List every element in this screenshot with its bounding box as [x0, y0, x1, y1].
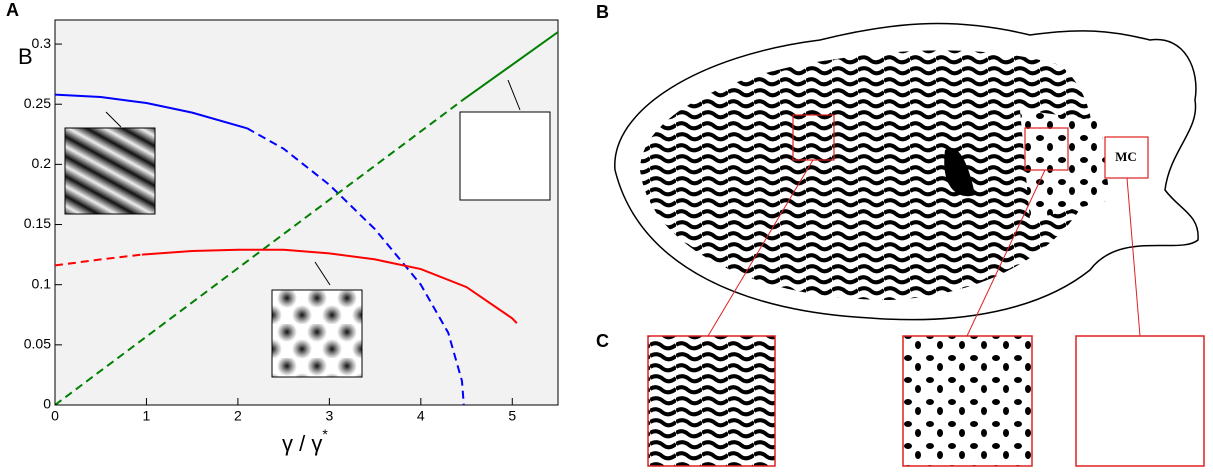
connector — [707, 159, 814, 337]
x-tick-label: 2 — [234, 408, 242, 424]
axes: 0 0.05 0.1 0.15 0.2 0.25 0.3 0 1 2 3 4 5 — [24, 35, 517, 424]
y-tick-label: 0.2 — [32, 155, 52, 171]
pointer — [507, 79, 521, 111]
panel-label: A — [6, 0, 19, 20]
zoom-blobs — [902, 335, 1033, 467]
y-tick-label: 0 — [43, 396, 51, 412]
uniform-inset — [459, 111, 551, 201]
stripe-inset — [64, 127, 156, 215]
zoom-box — [1104, 136, 1149, 179]
x-tick-label: 5 — [508, 408, 516, 424]
zoom-stripes — [647, 335, 776, 467]
dark-spot — [944, 148, 975, 197]
hexagon-inset — [271, 289, 363, 378]
x-tick-label: 4 — [417, 408, 425, 424]
y-tick-label: 0.15 — [24, 215, 51, 231]
connector — [966, 169, 1046, 337]
y-tick-label: 0.3 — [32, 35, 52, 51]
series-line — [246, 127, 465, 405]
y-tick-label: 0.25 — [24, 95, 51, 111]
x-axis-label: γ / γ* — [282, 426, 328, 456]
series-line — [55, 99, 463, 405]
panel-label: C — [596, 331, 609, 351]
y-axis-label: B — [18, 44, 33, 69]
pointer — [314, 261, 331, 286]
series-line — [55, 93, 248, 130]
plot-lines — [55, 31, 558, 405]
zoom-box — [792, 114, 835, 161]
x-tick-label: 1 — [143, 408, 151, 424]
stripe-region — [640, 50, 1094, 301]
x-axis-label-sup: * — [322, 426, 328, 442]
pointer — [105, 111, 122, 128]
blob-region — [1020, 110, 1110, 220]
y-tick-label: 0.1 — [32, 275, 52, 291]
y-tick-label: 0.05 — [24, 336, 51, 352]
x-axis-label-main: γ / γ — [282, 431, 322, 456]
zoom-box — [1024, 127, 1069, 171]
region-label: MC — [1115, 149, 1137, 164]
series-line — [461, 31, 558, 102]
x-tick-label: 0 — [51, 408, 59, 424]
zoom-uniform — [1075, 335, 1205, 467]
series-line — [55, 253, 142, 267]
panel-label: B — [596, 2, 609, 22]
connector — [1126, 177, 1141, 337]
x-tick-label: 3 — [325, 408, 333, 424]
series-line — [141, 248, 518, 324]
